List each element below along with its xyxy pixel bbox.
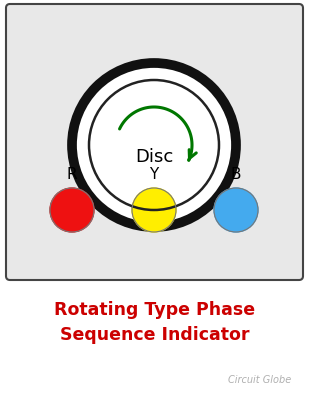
- Circle shape: [72, 63, 236, 227]
- Text: R: R: [67, 167, 77, 182]
- Circle shape: [132, 188, 176, 232]
- Circle shape: [50, 188, 94, 232]
- Circle shape: [214, 188, 258, 232]
- Text: Circuit Globe: Circuit Globe: [228, 375, 291, 385]
- Text: Disc: Disc: [135, 148, 173, 166]
- Text: Sequence Indicator: Sequence Indicator: [60, 326, 249, 344]
- FancyBboxPatch shape: [6, 4, 303, 280]
- Text: B: B: [231, 167, 241, 182]
- Text: Rotating Type Phase: Rotating Type Phase: [54, 301, 255, 319]
- Text: Y: Y: [149, 167, 159, 182]
